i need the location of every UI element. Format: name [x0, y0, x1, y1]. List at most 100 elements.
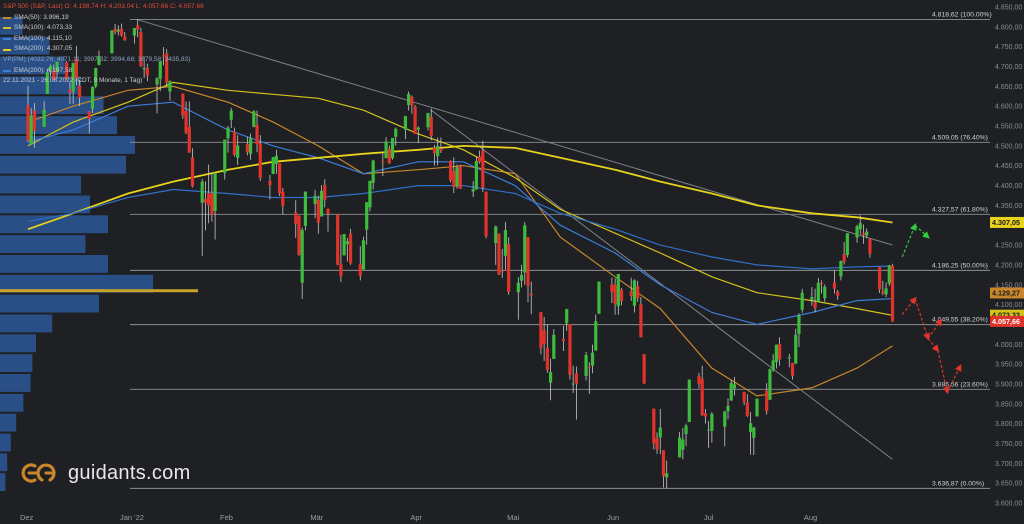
price-badge-bg	[990, 216, 1024, 228]
candle-body	[339, 264, 343, 277]
candle	[771, 354, 775, 373]
candle	[410, 95, 414, 114]
candle-body	[371, 160, 375, 183]
candle-body	[455, 167, 459, 187]
y-tick-label: 4.650,00	[995, 84, 1022, 91]
candle-body	[161, 55, 166, 57]
x-tick-label: Dez	[20, 513, 34, 522]
candle-body	[65, 62, 69, 79]
volume-profile-bar	[0, 36, 50, 55]
fib-label: 4.509,05 (76.40%)	[932, 134, 988, 141]
candle-body	[568, 324, 572, 375]
indicator-text: EMA(100): 4.115,10	[14, 34, 72, 42]
candle	[123, 31, 127, 41]
candle	[816, 278, 820, 302]
ma-line-sma50	[27, 85, 893, 397]
indicator-swatch	[3, 69, 11, 72]
indicator-text: EMA(200): 4.197,58	[14, 66, 73, 74]
candle-body	[684, 425, 688, 434]
candle-body	[145, 67, 149, 76]
candle-body	[771, 360, 775, 370]
candle-body	[326, 208, 330, 214]
indicator-sma200[interactable]: SMA(200): 4.307,05	[3, 44, 204, 55]
x-tick-label: Jul	[704, 513, 714, 522]
y-tick-label: 4.200,00	[995, 262, 1022, 269]
candle-body	[113, 28, 117, 33]
candle	[416, 126, 420, 144]
fib-label: 4.327,57 (61.80%)	[932, 206, 988, 213]
candle	[748, 412, 753, 455]
indicator-text: SMA(200): 4.307,05	[14, 45, 73, 53]
price-badge: 4.307,05	[990, 216, 1024, 228]
indicator-ema100[interactable]: EMA(100): 4.115,10	[3, 34, 204, 45]
price-badge-label: 4.057,66	[992, 317, 1020, 326]
volume-profile-bar	[0, 76, 81, 95]
candle-body	[394, 128, 398, 137]
candle-body	[155, 78, 159, 85]
candle-body	[316, 199, 320, 223]
y-tick-label: 4.700,00	[995, 64, 1022, 71]
candle	[384, 137, 388, 159]
candle-body	[484, 191, 488, 237]
indicator-sma50[interactable]: SMA(50): 3.996,19	[3, 13, 204, 24]
candle	[794, 328, 798, 364]
candle-body	[348, 233, 353, 264]
candle	[439, 137, 443, 154]
candle-body	[165, 53, 169, 83]
candle	[116, 25, 120, 36]
candle-body	[416, 127, 420, 130]
candle	[165, 49, 169, 87]
candle	[248, 133, 253, 160]
candle-body	[300, 230, 304, 283]
symbol-ohlc-line: S&P 500 (S&P, Last) O: 4.198,74 H: 4.203…	[3, 3, 204, 10]
price-badge: 4.073,33	[990, 309, 1024, 321]
candle	[74, 45, 78, 86]
indicator-ema200[interactable]: EMA(200): 4.197,58	[3, 66, 204, 77]
fibonacci-levels: 4.818,62 (100.00%) 4.509,05 (76.40%) 4.327…	[130, 11, 992, 489]
candle	[426, 112, 430, 131]
candle	[500, 249, 504, 279]
candle-body	[313, 195, 317, 204]
volume-profile-bar	[0, 195, 90, 214]
candle-body	[652, 408, 656, 444]
candle	[881, 280, 885, 296]
price-badge: 4.057,66	[990, 315, 1024, 327]
volume-profile-bar	[0, 413, 17, 432]
y-tick-label: 3.800,00	[995, 421, 1022, 428]
indicator-sma100[interactable]: SMA(100): 4.073,33	[3, 23, 204, 34]
candle	[742, 391, 746, 405]
candle-body	[158, 61, 162, 79]
candle	[665, 460, 669, 489]
candle-body	[610, 284, 614, 292]
candle-body	[526, 237, 530, 286]
candle	[90, 86, 95, 113]
candle-body	[187, 126, 191, 153]
candle-body	[726, 405, 730, 412]
candle-body	[890, 265, 895, 322]
volume-profile-bar	[0, 354, 33, 373]
candle	[158, 60, 162, 92]
candle	[726, 398, 730, 420]
candle	[878, 266, 882, 294]
volume-profile-bar	[0, 453, 8, 472]
candle-body	[832, 282, 837, 289]
candle-body	[336, 214, 340, 265]
candle	[207, 164, 211, 224]
candle-body	[142, 68, 146, 70]
candle	[87, 110, 91, 134]
candle	[184, 101, 188, 134]
candle-body	[616, 274, 620, 307]
candle-body	[755, 398, 759, 417]
candle	[452, 157, 456, 194]
candle-body	[887, 265, 891, 284]
candle-body	[207, 193, 211, 206]
brand-logo[interactable]: guidants.com	[20, 461, 191, 485]
candle-body	[797, 315, 801, 334]
candle-body	[552, 334, 556, 359]
candle-body	[426, 112, 430, 128]
candle	[845, 233, 849, 258]
candle-body	[636, 285, 640, 299]
candle-body	[497, 233, 501, 275]
